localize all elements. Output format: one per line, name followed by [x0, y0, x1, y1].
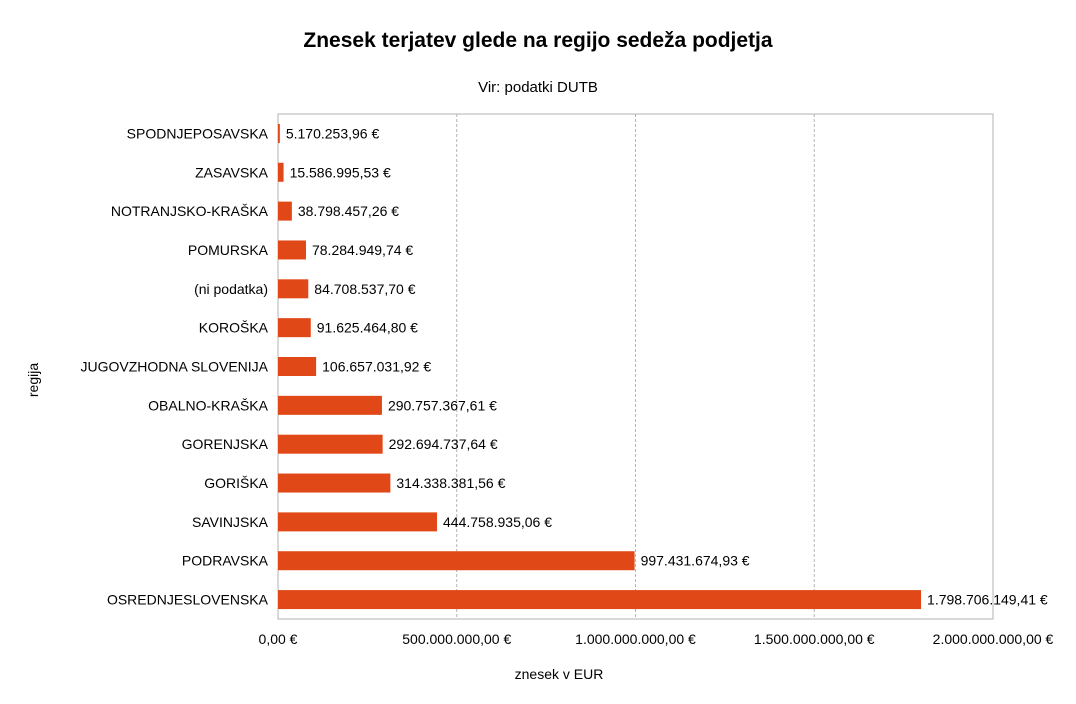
data-label: 91.625.464,80 €	[317, 320, 418, 336]
y-axis-title: regija	[25, 363, 41, 397]
category-label: KOROŠKA	[199, 320, 269, 336]
category-label: SAVINJSKA	[192, 514, 269, 530]
data-label: 444.758.935,06 €	[443, 514, 552, 530]
category-label: JUGOVZHODNA SLOVENIJA	[81, 359, 269, 375]
category-label: POMURSKA	[188, 242, 269, 258]
category-label: OBALNO-KRAŠKA	[148, 397, 268, 413]
chart-subtitle: Vir: podatki DUTB	[478, 79, 598, 96]
x-tick-label: 1.000.000.000,00 €	[575, 631, 696, 647]
data-label: 314.338.381,56 €	[396, 475, 505, 491]
x-tick-label: 500.000.000,00 €	[402, 631, 511, 647]
data-label: 1.798.706.149,41 €	[927, 592, 1048, 608]
data-label: 290.757.367,61 €	[388, 397, 497, 413]
data-label: 5.170.253,96 €	[286, 125, 380, 141]
data-label: 15.586.995,53 €	[290, 164, 391, 180]
bar	[278, 551, 635, 571]
x-tick-labels: 0,00 € 500.000.000,00 € 1.000.000.000,00 €…	[259, 631, 1054, 647]
data-label: 38.798.457,26 €	[298, 203, 399, 219]
category-label: GORENJSKA	[182, 436, 269, 452]
bar	[278, 590, 922, 610]
data-label: 997.431.674,93 €	[641, 553, 750, 569]
bar	[278, 201, 292, 221]
bar	[278, 512, 438, 532]
category-labels: SPODNJEPOSAVSKA ZASAVSKA NOTRANJSKO-KRAŠKA…	[81, 125, 269, 607]
bar	[278, 357, 317, 376]
category-label: (ni podatka)	[194, 281, 268, 297]
bar	[278, 162, 284, 182]
bar	[278, 123, 280, 143]
value-labels: 5.170.253,96 € 15.586.995,53 € 38.798.457,…	[286, 125, 1048, 607]
x-axis-title: znesek v EUR	[515, 666, 604, 682]
category-label: GORIŠKA	[204, 475, 268, 491]
bar	[278, 473, 391, 493]
x-tick-label: 1.500.000.000,00 €	[754, 631, 875, 647]
category-label: ZASAVSKA	[195, 164, 269, 180]
bar	[278, 240, 306, 260]
bar	[278, 395, 382, 415]
category-label: SPODNJEPOSAVSKA	[127, 125, 269, 141]
data-label: 84.708.537,70 €	[314, 281, 415, 297]
bar	[278, 434, 383, 454]
x-tick-label: 2.000.000.000,00 €	[933, 631, 1054, 647]
data-label: 78.284.949,74 €	[312, 242, 413, 258]
chart-title: Znesek terjatev glede na regijo sedeža p…	[303, 29, 772, 52]
data-label: 106.657.031,92 €	[322, 359, 431, 375]
category-label: PODRAVSKA	[182, 553, 269, 569]
bar	[278, 318, 311, 338]
category-label: OSREDNJESLOVENSKA	[107, 592, 269, 608]
x-tick-label: 0,00 €	[259, 631, 298, 647]
bars	[278, 123, 922, 610]
data-label: 292.694.737,64 €	[389, 436, 498, 452]
bar	[278, 279, 309, 299]
category-label: NOTRANJSKO-KRAŠKA	[111, 203, 269, 219]
gridlines	[456, 114, 815, 619]
